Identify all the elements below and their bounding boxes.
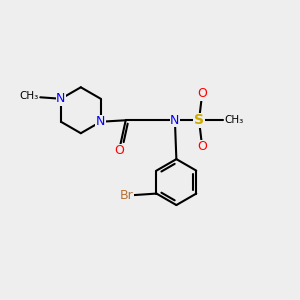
Text: N: N (56, 92, 66, 105)
Text: CH₃: CH₃ (20, 92, 39, 101)
Text: O: O (197, 140, 207, 153)
Text: CH₃: CH₃ (225, 115, 244, 125)
Text: O: O (197, 87, 207, 100)
Text: O: O (114, 144, 124, 158)
Text: S: S (194, 113, 204, 127)
Text: N: N (170, 114, 180, 127)
Text: Br: Br (119, 189, 133, 202)
Text: N: N (96, 115, 105, 128)
